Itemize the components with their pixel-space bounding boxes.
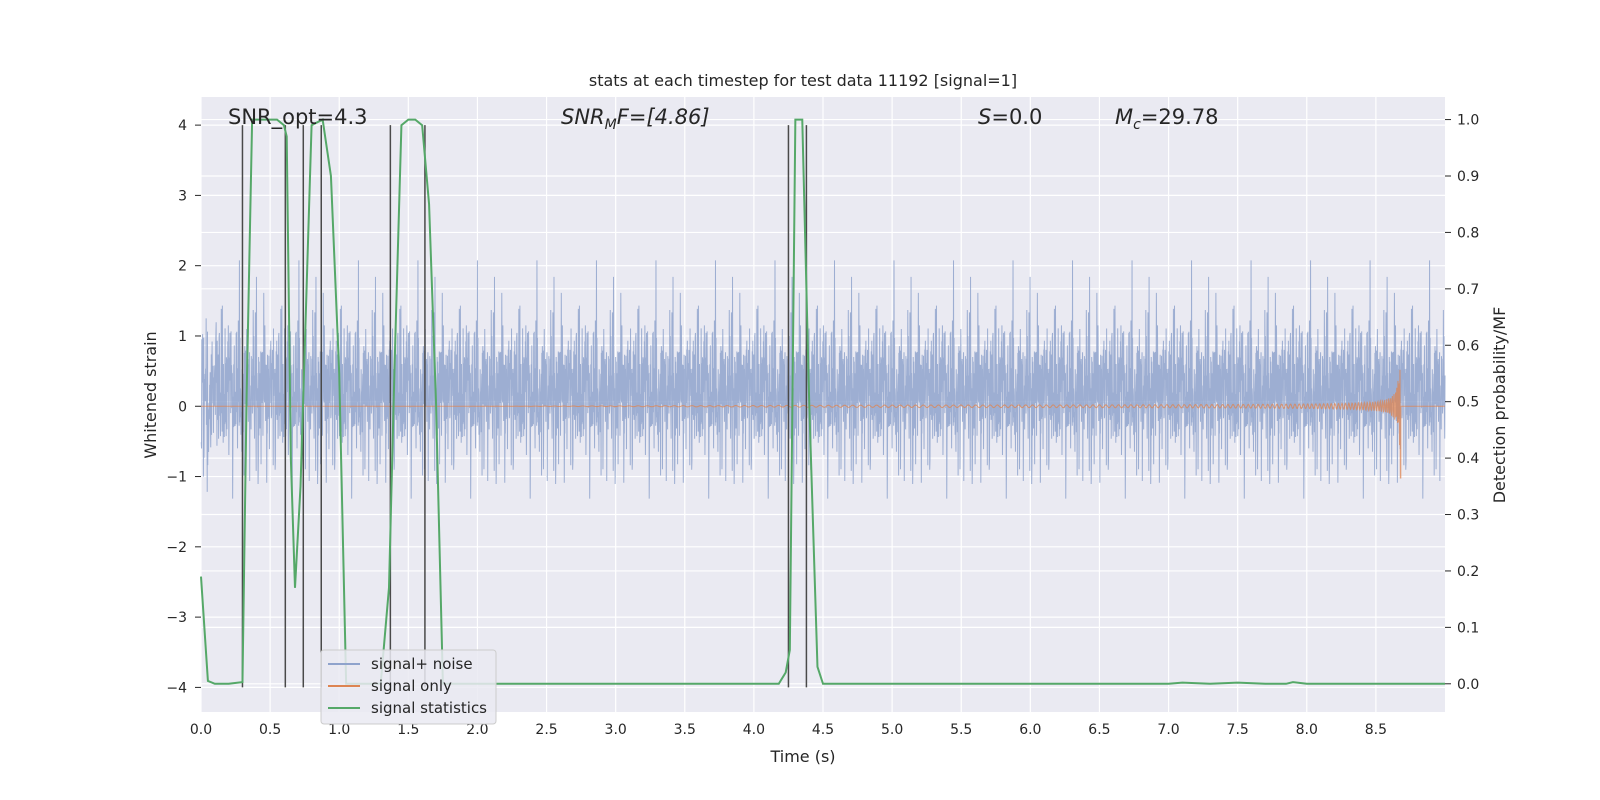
annotation-snr-mf-rest: F=[4.86] <box>617 105 710 129</box>
x-tick-label: 3.5 <box>674 722 696 738</box>
x-tick-label: 1.0 <box>328 722 350 738</box>
legend-label-signal-only: signal only <box>371 677 452 695</box>
x-tick-label: 3.0 <box>605 722 627 738</box>
vertical-markers <box>241 125 808 688</box>
y-tick-label-right: 0.2 <box>1457 564 1479 580</box>
y-tick-label-right: 0.5 <box>1457 395 1479 411</box>
annotation-s-rest: =0.0 <box>991 105 1042 129</box>
signal-statistics-line <box>200 118 1445 685</box>
series-signal-only <box>201 369 1445 479</box>
x-tick-label: 0.5 <box>259 722 281 738</box>
annotation-snr-mf-base: SNR <box>561 105 605 129</box>
y-tick-label-right: 0.3 <box>1457 508 1479 524</box>
annotation-snr-mf-sub: M <box>605 117 617 133</box>
y-tick-label-left: 4 <box>178 118 187 134</box>
y-tick-label-left: −1 <box>166 470 187 486</box>
x-tick-label: 2.5 <box>535 722 557 738</box>
annotation-mc-base: M <box>1115 105 1133 129</box>
signal-plus-noise-line <box>200 260 1446 499</box>
annotation-snr-mf: SNRMF=[4.86] <box>561 105 710 133</box>
y-axis-label-right: Detection probability/MF <box>1490 307 1509 504</box>
y-tick-label-left: 0 <box>178 399 187 415</box>
y-tick-label-right: 0.4 <box>1457 451 1479 467</box>
legend-box <box>320 649 497 725</box>
annotation-snr-opt: SNR_opt=4.3 <box>228 105 368 130</box>
annotation-s-base: S <box>978 105 991 129</box>
y-tick-label-right: 0.7 <box>1457 282 1479 298</box>
y-tick-label-left: −2 <box>166 540 187 556</box>
signal-only-line <box>201 369 1445 479</box>
x-axis-label: Time (s) <box>769 747 835 766</box>
annotation-mc-sub: c <box>1133 117 1141 133</box>
y-tick-label-right: 0.1 <box>1457 620 1479 636</box>
x-tick-label: 1.5 <box>397 722 419 738</box>
x-tick-label: 6.0 <box>1019 722 1041 738</box>
tick-layer: 0.0 0.5 1.0 1.5 2.0 2.5 3.0 3.5 4.0 4.5 5.0 5.5 6.0 6… <box>166 113 1479 738</box>
series-signal-statistics <box>200 118 1445 685</box>
x-tick-label: 0.0 <box>190 722 212 738</box>
legend-label-signal-statistics: signal statistics <box>371 699 487 717</box>
x-tick-label: 7.0 <box>1157 722 1179 738</box>
series-signal-plus-noise <box>200 260 1446 499</box>
y-tick-label-left: −3 <box>166 610 187 626</box>
y-tick-label-left: 3 <box>178 188 187 204</box>
y-tick-label-left: 1 <box>178 329 187 345</box>
y-tick-label-right: 0.9 <box>1457 169 1479 185</box>
y-tick-label-right: 1.0 <box>1457 113 1479 129</box>
y-tick-label-right: 0.0 <box>1457 677 1479 693</box>
chart-title: stats at each timestep for test data 111… <box>589 71 1017 90</box>
y-tick-label-left: −4 <box>166 680 187 696</box>
x-tick-label: 4.5 <box>812 722 834 738</box>
annotation-s: S=0.0 <box>978 105 1042 129</box>
x-tick-label: 8.5 <box>1365 722 1387 738</box>
y-tick-label-right: 0.8 <box>1457 225 1479 241</box>
y-tick-label-right: 0.6 <box>1457 338 1479 354</box>
x-tick-label: 8.0 <box>1296 722 1318 738</box>
y-tick-label-left: 2 <box>178 259 187 275</box>
x-tick-label: 5.5 <box>950 722 972 738</box>
annotation-mc-rest: =29.78 <box>1141 105 1219 129</box>
legend: signal+ noise signal only signal statist… <box>320 649 497 725</box>
legend-label-signal-plus-noise: signal+ noise <box>371 655 473 673</box>
x-tick-label: 7.5 <box>1227 722 1249 738</box>
x-tick-label: 5.0 <box>881 722 903 738</box>
x-tick-label: 6.5 <box>1088 722 1110 738</box>
annotation-mc: Mc=29.78 <box>1115 105 1219 133</box>
x-tick-label: 2.0 <box>466 722 488 738</box>
x-tick-label: 4.0 <box>743 722 765 738</box>
plot-data-area <box>200 118 1446 688</box>
y-axis-label-left: Whitened strain <box>141 331 160 458</box>
